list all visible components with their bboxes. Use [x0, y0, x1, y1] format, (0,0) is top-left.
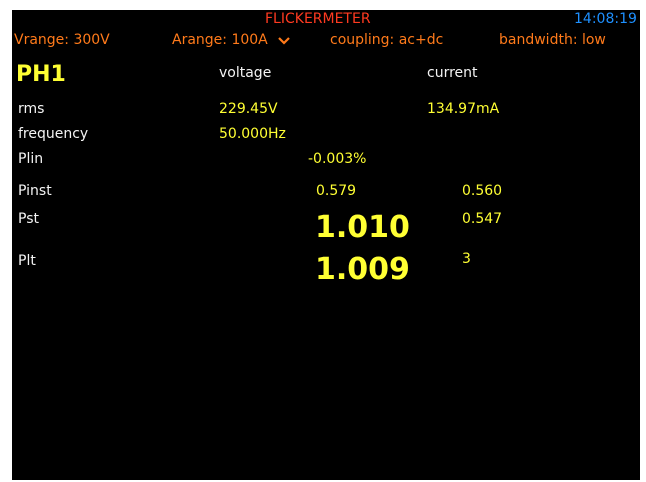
clock: 14:08:19 — [574, 11, 637, 27]
value: 50.000Hz — [219, 126, 286, 142]
dropdown-chevron[interactable] — [278, 36, 290, 46]
column-header: current — [427, 65, 478, 81]
value: 3 — [462, 251, 471, 267]
arange[interactable]: Arange: 100A — [172, 32, 268, 48]
value: -0.003% — [308, 151, 367, 167]
row-label: Pinst — [18, 183, 52, 199]
phase-label: PH1 — [16, 62, 66, 87]
row-label: Pst — [18, 211, 39, 227]
big-value: 1.010 — [315, 210, 410, 245]
value: 0.560 — [462, 183, 503, 199]
column-header: voltage — [219, 65, 272, 81]
coupling[interactable]: coupling: ac+dc — [330, 32, 444, 48]
title: FLICKERMETER — [265, 11, 371, 27]
row-label: Plin — [18, 151, 44, 167]
bandwidth[interactable]: bandwidth: low — [499, 32, 606, 48]
vrange[interactable]: Vrange: 300V — [14, 32, 110, 48]
value: 0.547 — [462, 211, 503, 227]
instrument-screen: FLICKERMETER 14:08:19 Vrange: 300V Arang… — [12, 10, 640, 480]
row-label: Plt — [18, 253, 36, 269]
big-value: 1.009 — [315, 252, 410, 287]
value: 134.97mA — [427, 101, 500, 117]
value: 0.579 — [316, 183, 357, 199]
row-label: rms — [18, 101, 45, 117]
value: 229.45V — [219, 101, 278, 117]
row-label: frequency — [18, 126, 89, 142]
